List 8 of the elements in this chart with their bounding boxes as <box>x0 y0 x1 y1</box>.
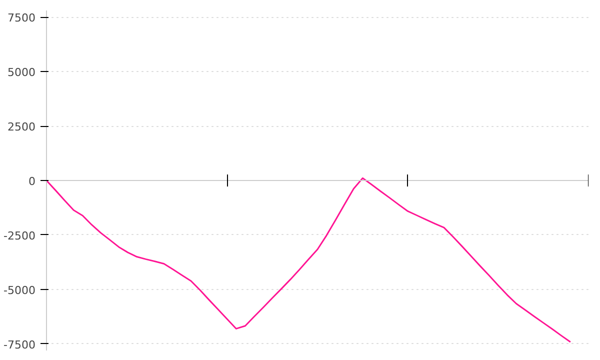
y-tick-label: 5000 <box>8 66 36 80</box>
y-tick-label: 2500 <box>8 120 36 134</box>
y-tick-label: -7500 <box>4 338 36 352</box>
line-series <box>46 177 572 343</box>
y-tick-label: 7500 <box>8 12 36 25</box>
y-tick-label: -5000 <box>4 284 36 297</box>
y-tick-label: 0 <box>28 175 36 188</box>
y-tick-label: -2500 <box>4 229 36 242</box>
